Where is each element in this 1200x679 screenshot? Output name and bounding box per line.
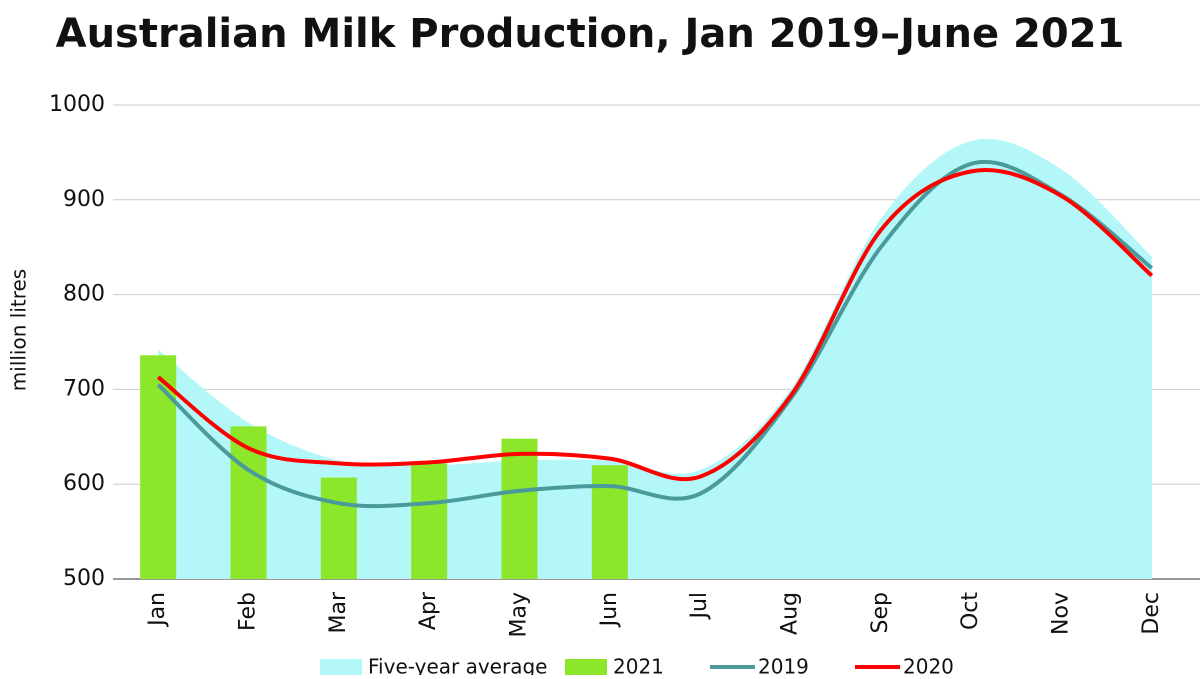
y-axis-label: million litres (7, 269, 31, 391)
y-tick-label: 1000 (49, 92, 105, 117)
y-tick-label: 900 (63, 187, 105, 212)
x-tick-label: Oct (958, 592, 983, 630)
legend-swatch (320, 659, 362, 675)
legend-label: 2021 (613, 655, 664, 676)
y-tick-label: 600 (63, 471, 105, 496)
x-tick-label: Nov (1049, 592, 1074, 635)
x-tick-label: May (507, 592, 532, 637)
x-tick-label: Aug (778, 592, 803, 635)
line (156, 159, 1154, 509)
x-tick-label: Dec (1139, 592, 1164, 635)
legend-label: Five-year average (368, 655, 547, 676)
y-tick-label: 800 (63, 282, 105, 307)
x-tick-label: Jun (597, 592, 622, 628)
area (158, 138, 1152, 579)
x-tick-label: Mar (326, 591, 351, 633)
line (156, 168, 1154, 482)
chart-title: Australian Milk Production, Jan 2019–Jun… (56, 11, 1125, 57)
bar (411, 463, 448, 579)
y-tick-label: 500 (63, 566, 105, 591)
bar (501, 438, 538, 579)
bar (320, 477, 357, 579)
bar (140, 355, 177, 579)
legend-swatch (565, 659, 607, 675)
x-tick-label: Sep (868, 592, 893, 633)
legend-label: 2020 (903, 655, 954, 676)
x-tick-label: Jul (687, 592, 712, 621)
legend-label: 2019 (758, 655, 809, 676)
y-tick-label: 700 (63, 376, 105, 401)
bar (591, 465, 628, 579)
x-tick-label: Feb (236, 592, 261, 631)
x-tick-label: Jan (145, 592, 170, 628)
x-tick-label: Apr (416, 591, 441, 630)
